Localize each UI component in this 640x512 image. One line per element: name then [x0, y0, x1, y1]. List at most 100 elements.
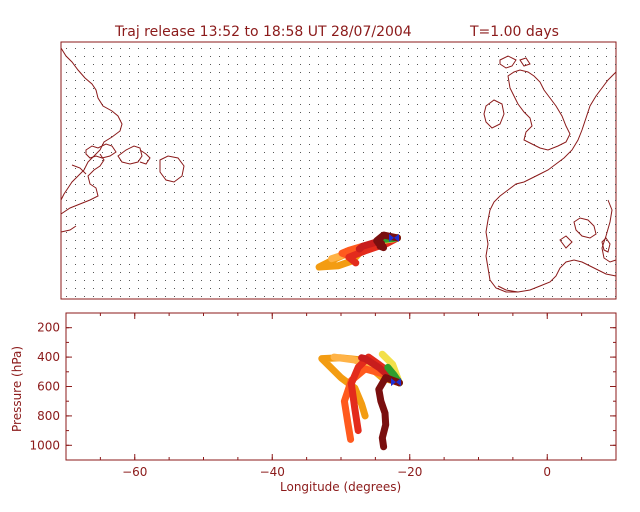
grid-dot [516, 152, 517, 153]
grid-dot [354, 80, 355, 81]
grid-dot [597, 128, 598, 129]
grid-dot [291, 128, 292, 129]
grid-dot [255, 208, 256, 209]
grid-dot [228, 152, 229, 153]
grid-dot [147, 208, 148, 209]
grid-dot [462, 176, 463, 177]
grid-dot [480, 288, 481, 289]
grid-dot [471, 296, 472, 297]
grid-dot [192, 272, 193, 273]
grid-dot [336, 128, 337, 129]
grid-dot [255, 144, 256, 145]
grid-dot [120, 176, 121, 177]
grid-dot [471, 96, 472, 97]
grid-dot [246, 152, 247, 153]
grid-dot [579, 296, 580, 297]
grid-dot [336, 288, 337, 289]
grid-dot [111, 184, 112, 185]
grid-dot [111, 216, 112, 217]
grid-dot [291, 144, 292, 145]
grid-dot [273, 200, 274, 201]
grid-dot [318, 80, 319, 81]
grid-dot [237, 128, 238, 129]
grid-dot [120, 296, 121, 297]
grid-dot [588, 96, 589, 97]
grid-dot [201, 112, 202, 113]
grid-dot [498, 112, 499, 113]
grid-dot [453, 224, 454, 225]
grid-dot [579, 224, 580, 225]
grid-dot [282, 280, 283, 281]
grid-dot [597, 144, 598, 145]
grid-dot [372, 280, 373, 281]
grid-dot [246, 232, 247, 233]
grid-dot [399, 264, 400, 265]
grid-dot [201, 88, 202, 89]
grid-dot [156, 232, 157, 233]
grid-dot [480, 208, 481, 209]
grid-dot [84, 112, 85, 113]
grid-dot [174, 80, 175, 81]
grid-dot [336, 152, 337, 153]
grid-dot [390, 200, 391, 201]
grid-dot [111, 232, 112, 233]
grid-dot [327, 136, 328, 137]
grid-dot [111, 208, 112, 209]
grid-dot [597, 240, 598, 241]
grid-dot [381, 104, 382, 105]
grid-dot [291, 256, 292, 257]
grid-dot [228, 184, 229, 185]
grid-dot [390, 48, 391, 49]
grid-dot [165, 192, 166, 193]
grid-dot [462, 296, 463, 297]
grid-dot [507, 216, 508, 217]
grid-dot [534, 232, 535, 233]
grid-dot [480, 80, 481, 81]
grid-dot [228, 136, 229, 137]
grid-dot [417, 176, 418, 177]
grid-dot [102, 216, 103, 217]
grid-dot [120, 232, 121, 233]
grid-dot [399, 80, 400, 81]
grid-dot [381, 136, 382, 137]
grid-dot [354, 168, 355, 169]
grid-dot [417, 80, 418, 81]
grid-dot [174, 160, 175, 161]
grid-dot [282, 184, 283, 185]
grid-dot [588, 296, 589, 297]
grid-dot [66, 256, 67, 257]
grid-dot [543, 192, 544, 193]
grid-dot [246, 272, 247, 273]
grid-dot [345, 240, 346, 241]
grid-dot [408, 248, 409, 249]
grid-dot [417, 280, 418, 281]
grid-dot [237, 112, 238, 113]
grid-dot [417, 200, 418, 201]
grid-dot [282, 240, 283, 241]
grid-dot [111, 120, 112, 121]
grid-dot [273, 136, 274, 137]
grid-dot [462, 208, 463, 209]
grid-dot [579, 120, 580, 121]
grid-dot [561, 152, 562, 153]
grid-dot [255, 104, 256, 105]
grid-dot [543, 64, 544, 65]
grid-dot [534, 240, 535, 241]
grid-dot [111, 288, 112, 289]
grid-dot [435, 208, 436, 209]
grid-dot [417, 232, 418, 233]
grid-dot [138, 104, 139, 105]
grid-dot [579, 144, 580, 145]
grid-dot [246, 288, 247, 289]
grid-dot [183, 232, 184, 233]
grid-dot [363, 192, 364, 193]
grid-dot [183, 136, 184, 137]
grid-dot [219, 176, 220, 177]
grid-dot [210, 112, 211, 113]
grid-dot [615, 144, 616, 145]
grid-dot [237, 104, 238, 105]
grid-dot [336, 232, 337, 233]
grid-dot [363, 176, 364, 177]
grid-dot [597, 184, 598, 185]
